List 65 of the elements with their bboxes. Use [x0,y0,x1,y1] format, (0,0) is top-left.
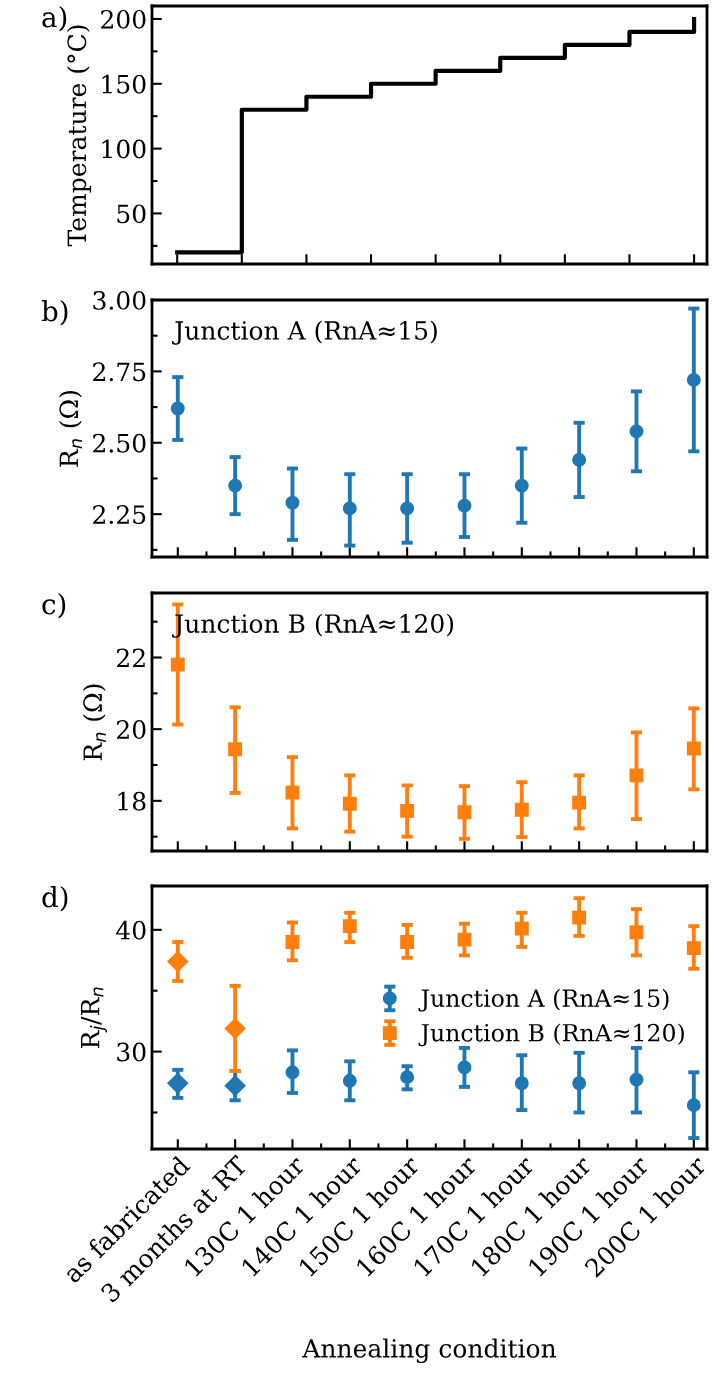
point [457,498,472,513]
y-tick-label: 2.50 [93,433,146,453]
point [514,1076,529,1091]
point [170,401,185,416]
text: a) [42,6,67,32]
point [400,803,415,818]
point [514,802,529,817]
point [167,1072,189,1094]
point [572,910,587,925]
point [285,495,300,510]
text: c) [42,593,66,619]
point [514,921,529,936]
legend-label: Junction A (RnA≈15) [418,988,669,1012]
y-tick-label: 30 [117,1042,146,1062]
y-tick-label: 18 [118,791,146,811]
y-axis-title: R$_{n}$ (Ω) [82,684,106,761]
point [572,1076,587,1091]
point [400,1070,415,1085]
y-axis-title: R$_{n}$ (Ω) [58,391,83,467]
y-tick-label: 22 [117,648,145,667]
y-tick-label: 2.75 [93,362,146,382]
annotation: Junction A (RnA≈15) [172,320,437,345]
point [686,941,701,956]
point [170,657,185,672]
point [342,1073,357,1088]
point [285,785,300,800]
point [514,478,529,493]
y-tick-label: 40 [116,920,146,940]
y-tick-label: 3.00 [93,290,146,310]
point [285,1065,300,1080]
point [400,935,415,949]
point [342,919,357,934]
point [224,1075,246,1097]
point [572,795,587,810]
point [686,373,701,387]
y-axis-title: R$_{j}$/R$_{n}$ [80,987,107,1049]
point [629,925,644,940]
y-tick-label: 150 [102,74,146,94]
y-tick-label: 20 [117,720,146,740]
point [285,935,300,949]
point [400,501,415,516]
legend-label: Junction B (RnA≈120) [418,1023,684,1047]
point [572,452,587,467]
point [686,1098,701,1113]
point [167,950,189,973]
y-axis-title: Temperature (°C) [66,25,92,247]
point [629,424,644,439]
y-tick-label: 2.25 [93,505,146,525]
y-tick-label: 50 [117,204,146,224]
point [457,1060,472,1075]
point [629,1072,644,1087]
y-tick-label: 100 [102,139,146,159]
point [228,478,243,493]
point [457,932,472,947]
point [228,742,243,757]
text: d) [42,886,68,912]
point [629,768,644,783]
point [686,741,701,756]
point [342,796,357,811]
point [342,501,357,516]
point [224,1017,246,1039]
point [457,805,472,820]
text: b) [41,300,68,326]
y-tick-label: 200 [101,9,146,29]
x-axis-title: Annealing condition [302,1338,556,1363]
